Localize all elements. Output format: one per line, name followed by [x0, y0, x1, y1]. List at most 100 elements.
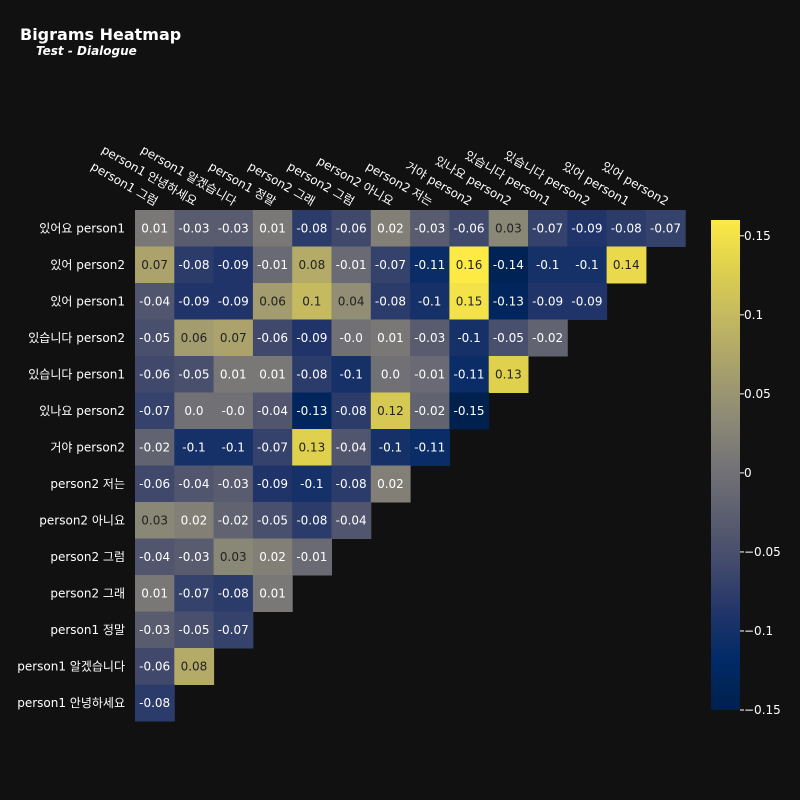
- cell-value-label: -0.03: [414, 221, 445, 235]
- y-tick-label: 있어 person2: [50, 258, 125, 272]
- cell-value-label: -0.07: [257, 440, 288, 454]
- cell-value-label: -0.1: [418, 294, 441, 308]
- heatmap-cell: [174, 538, 215, 576]
- cell-value-label: -0.07: [375, 258, 406, 272]
- cell-value-label: 0.03: [495, 221, 522, 235]
- cell-value-label: 0.01: [141, 221, 168, 235]
- y-tick-label: person2 아니요: [39, 513, 125, 527]
- cell-value-label: 0.03: [141, 513, 168, 527]
- cell-value-label: -0.03: [414, 331, 445, 345]
- cell-value-label: -0.14: [493, 258, 524, 272]
- y-tick-label: person1 알겠습니다: [17, 659, 125, 673]
- cell-value-label: -0.11: [414, 258, 445, 272]
- heatmap-cell: [606, 246, 647, 284]
- heatmap-cell: [135, 319, 175, 357]
- cell-value-label: 0.12: [377, 404, 404, 418]
- heatmap-cell: [331, 465, 372, 503]
- heatmap-cell: [174, 319, 215, 357]
- cell-value-label: -0.08: [139, 696, 170, 710]
- cell-value-label: -0.11: [414, 440, 445, 454]
- heatmap-cell: [135, 392, 175, 430]
- heatmap-cell: [292, 392, 332, 430]
- cell-value-label: -0.04: [336, 513, 367, 527]
- heatmap-cell: [410, 429, 450, 466]
- cell-value-label: -0.0: [339, 331, 362, 345]
- heatmap-cell: [252, 246, 293, 284]
- heatmap-cell: [370, 319, 411, 357]
- cell-value-label: -0.09: [571, 221, 602, 235]
- cell-value-label: -0.1: [182, 440, 205, 454]
- heatmap-cell: [174, 502, 215, 539]
- cell-value-label: -0.08: [296, 513, 327, 527]
- heatmap-cell: [528, 210, 568, 247]
- heatmap-cell: [331, 502, 372, 539]
- cell-value-label: 0.01: [220, 367, 247, 381]
- cell-value-label: -0.08: [218, 586, 249, 600]
- cell-value-label: -0.1: [339, 367, 362, 381]
- heatmap-cell: [292, 429, 332, 466]
- cell-value-label: -0.09: [296, 331, 327, 345]
- heatmap-cell: [252, 356, 293, 393]
- heatmap-cell: [213, 392, 254, 430]
- heatmap-cell: [252, 575, 293, 612]
- cell-value-label: -0.09: [571, 294, 602, 308]
- cell-value-label: -0.07: [532, 221, 563, 235]
- heatmap-cell: [370, 356, 411, 393]
- heatmap-cell: [449, 210, 490, 247]
- heatmap-cell: [331, 246, 372, 284]
- cell-value-label: 0.0: [184, 404, 203, 418]
- heatmap-cell: [331, 283, 372, 320]
- cell-value-label: 0.07: [220, 331, 247, 345]
- cell-value-label: -0.02: [218, 513, 249, 527]
- y-tick-label: 있어 person1: [50, 294, 125, 308]
- cell-value-label: -0.1: [457, 331, 480, 345]
- cell-value-label: 0.06: [259, 294, 286, 308]
- heatmap-cell: [174, 611, 215, 649]
- heatmap-cell: [213, 246, 254, 284]
- cell-value-label: 0.01: [141, 586, 168, 600]
- heatmap-cell: [449, 283, 490, 320]
- cell-value-label: -0.09: [218, 258, 249, 272]
- cell-value-label: -0.03: [218, 477, 249, 491]
- heatmap-cell: [252, 465, 293, 503]
- chart-title: Bigrams Heatmap: [20, 25, 181, 44]
- cell-value-label: -0.13: [296, 404, 327, 418]
- heatmap-cell: [135, 611, 175, 649]
- cell-value-label: 0.13: [298, 440, 325, 454]
- heatmap-cell: [488, 210, 529, 247]
- cell-value-label: -0.03: [178, 550, 209, 564]
- heatmap-cell: [252, 502, 293, 539]
- heatmap-cell: [213, 429, 254, 466]
- y-tick-label: person2 그래: [50, 586, 125, 600]
- colorbar-tick-label: 0.1: [744, 308, 763, 322]
- y-tick-label: person1 정말: [50, 623, 125, 637]
- cell-value-label: 0.02: [377, 221, 404, 235]
- heatmap-cell: [213, 465, 254, 503]
- cell-value-label: -0.1: [575, 258, 598, 272]
- heatmap-cell: [410, 319, 450, 357]
- cell-value-label: -0.04: [257, 404, 288, 418]
- heatmap-cell: [174, 465, 215, 503]
- heatmap-cell: [135, 648, 175, 685]
- heatmap-cell: [528, 319, 568, 357]
- heatmap-cell: [174, 246, 215, 284]
- heatmap-cell: [370, 429, 411, 466]
- heatmap-cell: [174, 648, 215, 685]
- cell-value-label: -0.07: [178, 586, 209, 600]
- heatmap-cell: [174, 283, 215, 320]
- heatmap-cell: [213, 611, 254, 649]
- cell-value-label: -0.04: [178, 477, 209, 491]
- heatmap-cell: [213, 319, 254, 357]
- heatmap-cell: [252, 429, 293, 466]
- heatmap-cell: [410, 356, 450, 393]
- cell-value-label: -0.02: [139, 440, 170, 454]
- cell-value-label: -0.05: [257, 513, 288, 527]
- y-tick-label: person2 그럼: [50, 550, 125, 564]
- heatmap-cell: [331, 210, 372, 247]
- heatmap-cell: [292, 319, 332, 357]
- heatmap-cell: [331, 392, 372, 430]
- heatmap-cells: 0.01 -0.03 -0.03 0.01 -0.08 -0.06 0.02 -0.03 -0.…: [135, 210, 686, 722]
- cell-value-label: -0.07: [650, 221, 681, 235]
- y-tick-label: person2 저는: [50, 477, 125, 491]
